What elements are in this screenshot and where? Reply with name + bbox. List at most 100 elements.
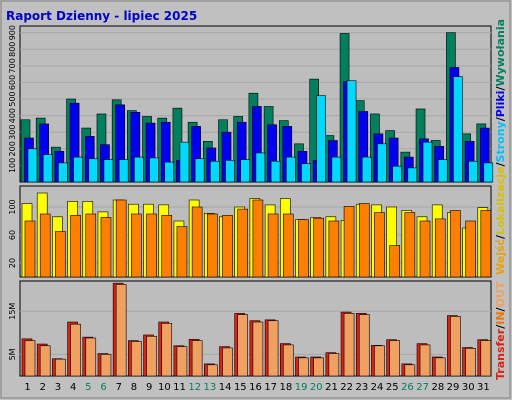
legend-vertical: Wejść/Lokalizacje/Strony/Pliki/Wywołania… — [494, 19, 507, 380]
y-tick-label: 20 — [8, 258, 17, 268]
bar-transfer-out — [434, 357, 446, 377]
bar-pliki — [88, 158, 99, 183]
bar-wejść — [207, 213, 218, 278]
legend-entry: / — [494, 86, 507, 91]
x-tick-label: 21 — [325, 382, 338, 393]
legend-entry: / — [494, 324, 507, 329]
legend-entry: IN — [494, 311, 507, 324]
bar-wejść — [282, 213, 294, 278]
bar-wejść — [450, 210, 461, 278]
bar-pliki — [285, 156, 296, 183]
x-tick-label: 6 — [100, 382, 106, 393]
y-tick-label: 100 — [8, 158, 17, 173]
x-tick-label: 29 — [447, 382, 460, 393]
bar-transfer-out — [465, 348, 476, 377]
y-tick-label: 15M — [8, 303, 17, 320]
bar-wejść — [222, 215, 233, 278]
bar-transfer-out — [191, 340, 203, 377]
bar-transfer-out — [146, 335, 157, 377]
bar-pliki — [225, 160, 235, 183]
bar-pliki — [346, 80, 357, 183]
bar-pliki — [437, 159, 448, 183]
y-tick-label: 900 — [8, 25, 17, 40]
bar-wejść — [237, 208, 249, 278]
bar-transfer-out — [374, 345, 385, 377]
bar-pliki — [240, 159, 251, 183]
bar-transfer-out — [55, 358, 66, 377]
bar-wejść — [328, 220, 340, 278]
x-tick-label: 10 — [158, 382, 171, 393]
x-tick-label: 25 — [386, 382, 399, 393]
x-tick-label: 20 — [310, 382, 323, 393]
bar-pliki — [73, 156, 83, 183]
bar-transfer-out — [343, 313, 355, 377]
legend-entry: / — [494, 116, 507, 121]
x-tick-label: 9 — [146, 382, 152, 393]
bar-pliki — [468, 160, 478, 183]
y-tick-label: 300 — [8, 125, 17, 140]
x-tick-label: 19 — [295, 382, 308, 393]
x-tick-label: 4 — [70, 382, 76, 393]
bar-pliki — [453, 76, 463, 183]
bar-pliki — [118, 159, 129, 183]
bar-wejść — [100, 217, 112, 278]
bar-transfer-out — [267, 320, 279, 377]
bar-transfer-out — [176, 346, 188, 377]
bar-wejść — [374, 212, 385, 278]
bar-wejść — [70, 215, 81, 278]
x-axis-labels: 1 2 3 4 5 6 7 8 9 10 11 12 13 14 15 16 17 18 19 20 21 22 23 24 2… — [24, 382, 489, 393]
bar-wejść — [465, 220, 476, 278]
bar-transfer-out — [328, 353, 340, 377]
bar-wejść — [313, 217, 324, 278]
bar-pliki — [407, 167, 418, 183]
bar-transfer-out — [222, 347, 233, 377]
x-tick-label: 8 — [131, 382, 137, 393]
bar-wejść — [39, 213, 51, 278]
bar-transfer-out — [39, 345, 51, 377]
bar-transfer-out — [115, 284, 127, 377]
bar-wejść — [480, 210, 492, 278]
bar-pliki — [316, 95, 326, 183]
x-tick-label: 31 — [477, 382, 490, 393]
bar-wejść — [176, 226, 188, 278]
legend-entry: / — [494, 161, 507, 166]
x-tick-label: 15 — [234, 382, 247, 393]
bar-wejść — [161, 215, 173, 278]
bar-transfer-out — [237, 314, 249, 377]
bar-wejść — [85, 213, 97, 278]
legend-entry: Pliki — [494, 91, 507, 118]
bar-pliki — [179, 141, 190, 183]
bar-transfer-out — [161, 323, 173, 377]
x-tick-label: 13 — [204, 382, 217, 393]
bar-transfer-out — [24, 340, 36, 377]
x-tick-label: 27 — [416, 382, 429, 393]
bar-wejść — [389, 245, 400, 278]
y-tick-label: 5M — [8, 348, 17, 360]
bar-pliki — [301, 163, 311, 183]
bar-wejść — [404, 212, 416, 278]
y-tick-label: 600 — [8, 75, 17, 90]
bar-pliki — [392, 165, 402, 183]
bar-pliki — [210, 160, 220, 183]
legend-entry: OUT — [494, 281, 507, 307]
bar-wejść — [131, 213, 142, 278]
bar-wejść — [146, 213, 157, 278]
y-tick-label: 700 — [8, 58, 17, 73]
bar-pliki — [255, 152, 266, 183]
bar-transfer-out — [298, 357, 309, 377]
bar-pliki — [149, 157, 159, 183]
bar-wejść — [343, 206, 355, 278]
x-tick-label: 3 — [55, 382, 61, 393]
legend-entry: / — [494, 306, 507, 311]
bar-transfer-out — [450, 316, 461, 377]
bar-transfer-out — [131, 341, 142, 377]
bar-transfer-out — [404, 364, 416, 377]
bar-wejść — [252, 199, 264, 278]
bar-transfer-out — [252, 321, 264, 377]
bar-wejść — [358, 203, 370, 278]
y-tick-label: 60 — [8, 230, 17, 240]
bar-wejść — [115, 199, 127, 278]
bar-pliki — [270, 160, 281, 183]
